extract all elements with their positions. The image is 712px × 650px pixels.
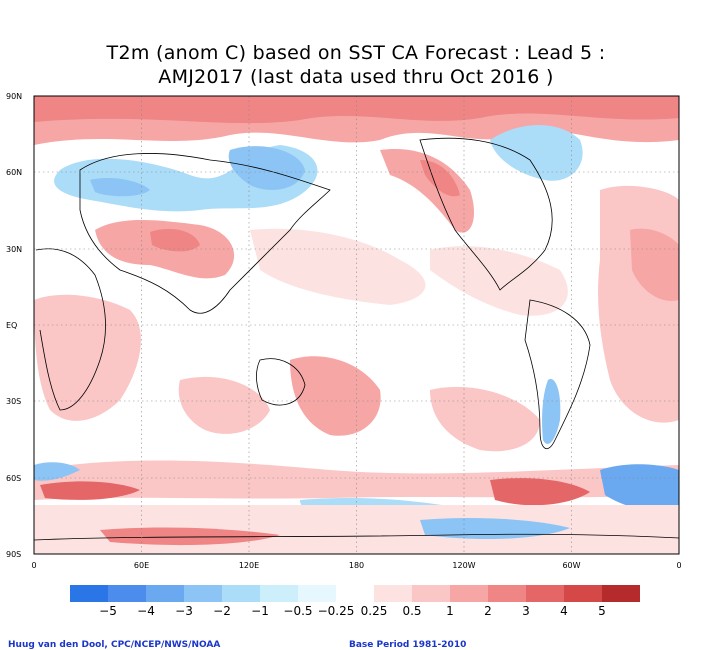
legend-label: −3: [175, 604, 193, 618]
lat-label-30n: 30N: [6, 245, 23, 254]
australia-coast: [256, 358, 306, 406]
credit-author: Huug van den Dool, CPC/NCEP/NWS/NOAA: [8, 640, 221, 650]
map-title-line2: AMJ2017 (last data used thru Oct 2016 ): [158, 66, 554, 88]
antarctica-coast: [34, 533, 679, 541]
africa-coast: [35, 248, 106, 411]
legend-label: −5: [99, 604, 117, 618]
lon-label-180: 180: [348, 561, 365, 570]
legend-swatch: [450, 585, 488, 602]
coastlines: [34, 137, 679, 541]
map-frame: [33, 95, 680, 555]
anomaly-fields: [34, 96, 679, 554]
map-title-line1: T2m (anom C) based on SST CA Forecast : …: [106, 42, 606, 64]
lat-label-30s: 30S: [6, 397, 22, 406]
lat-label-eq: EQ: [6, 321, 18, 330]
legend-swatch: [374, 585, 412, 602]
legend-swatch: [260, 585, 298, 602]
lon-label-60e: 60E: [133, 561, 150, 570]
color-legend: [70, 585, 640, 602]
legend-swatch: [298, 585, 336, 602]
legend-swatch: [184, 585, 222, 602]
legend-label: −0.5: [283, 604, 313, 618]
lat-label-60n: 60N: [6, 168, 23, 177]
legend-swatch: [412, 585, 450, 602]
legend-label: 0.25: [360, 604, 388, 618]
legend-swatch: [222, 585, 260, 602]
legend-swatch: [336, 585, 374, 602]
lon-label-0-end: 0: [676, 561, 682, 570]
lon-label-120w: 120W: [452, 561, 476, 570]
legend-swatch: [602, 585, 640, 602]
legend-label: 1: [446, 604, 454, 618]
legend-label: 4: [560, 604, 568, 618]
legend-label: −4: [137, 604, 155, 618]
legend-swatch: [108, 585, 146, 602]
legend-label: 5: [598, 604, 606, 618]
legend-swatch: [564, 585, 602, 602]
lon-label-60w: 60W: [562, 561, 581, 570]
legend-label: −0.25: [317, 604, 355, 618]
legend-label: 0.5: [402, 604, 422, 618]
north-america-coast: [419, 137, 553, 291]
lat-label-90s: 90S: [6, 550, 22, 559]
legend-swatch: [70, 585, 108, 602]
lon-label-0: 0: [31, 561, 37, 570]
legend-swatch: [526, 585, 564, 602]
lon-label-120e: 120E: [238, 561, 260, 570]
south-america-coast: [524, 299, 591, 450]
legend-label: 3: [522, 604, 530, 618]
legend-label: −2: [213, 604, 231, 618]
legend-swatch: [146, 585, 184, 602]
legend-swatch: [488, 585, 526, 602]
credit-base-period: Base Period 1981-2010: [349, 640, 467, 650]
lat-label-60s: 60S: [6, 474, 22, 483]
legend-label: 2: [484, 604, 492, 618]
lat-label-90n: 90N: [6, 92, 23, 101]
eurasia-coast: [79, 153, 331, 314]
legend-label: −1: [251, 604, 269, 618]
